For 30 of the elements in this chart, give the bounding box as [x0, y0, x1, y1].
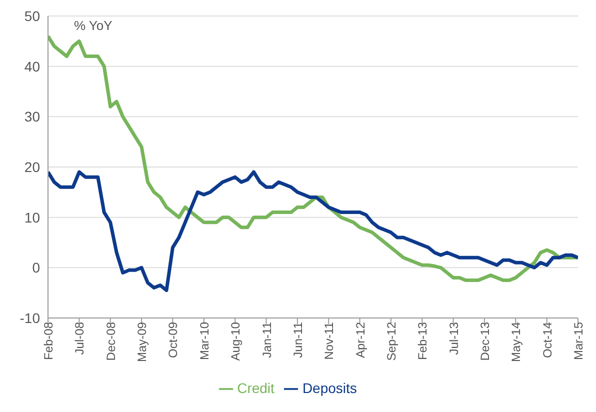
y-tick-label: 20: [24, 158, 40, 175]
legend-label: Deposits: [302, 380, 357, 396]
x-tick-label: May-14: [509, 322, 524, 362]
x-tick-label: May-09: [135, 322, 150, 362]
x-tick-label: Sep-12: [384, 322, 398, 361]
y-tick-label: -10: [20, 310, 40, 326]
x-tick-label: Jul-13: [446, 322, 461, 355]
y-tick-label: 0: [32, 260, 40, 276]
x-tick-label: Apr-12: [353, 322, 368, 358]
x-tick-label: Aug-10: [228, 322, 243, 361]
x-tick-label: Jan-11: [260, 322, 274, 358]
x-tick-label: Dec-13: [478, 322, 492, 361]
x-tick-label: Mar-10: [197, 322, 212, 360]
x-tick-label: Oct-14: [540, 322, 554, 358]
x-tick-label: Oct-09: [166, 322, 180, 358]
y-axis-title: % YoY: [74, 18, 112, 33]
x-tick-label: Feb-13: [416, 322, 430, 360]
y-tick-label: 40: [24, 58, 40, 74]
y-tick-label: 10: [24, 209, 40, 226]
legend-label: Credit: [237, 380, 274, 396]
x-tick-label: Feb-08: [42, 322, 56, 360]
line-series: [48, 34, 578, 282]
x-tick-label: Jun-11: [290, 322, 305, 358]
line-series: [48, 170, 578, 292]
x-tick-label: Nov-11: [322, 322, 336, 360]
x-tick-label: Dec-08: [104, 322, 118, 361]
x-tick-label: Mar-15: [572, 322, 586, 360]
x-tick-label: Jul-08: [72, 322, 87, 355]
y-tick-label: 50: [24, 8, 40, 24]
y-tick-label: 30: [24, 108, 40, 125]
